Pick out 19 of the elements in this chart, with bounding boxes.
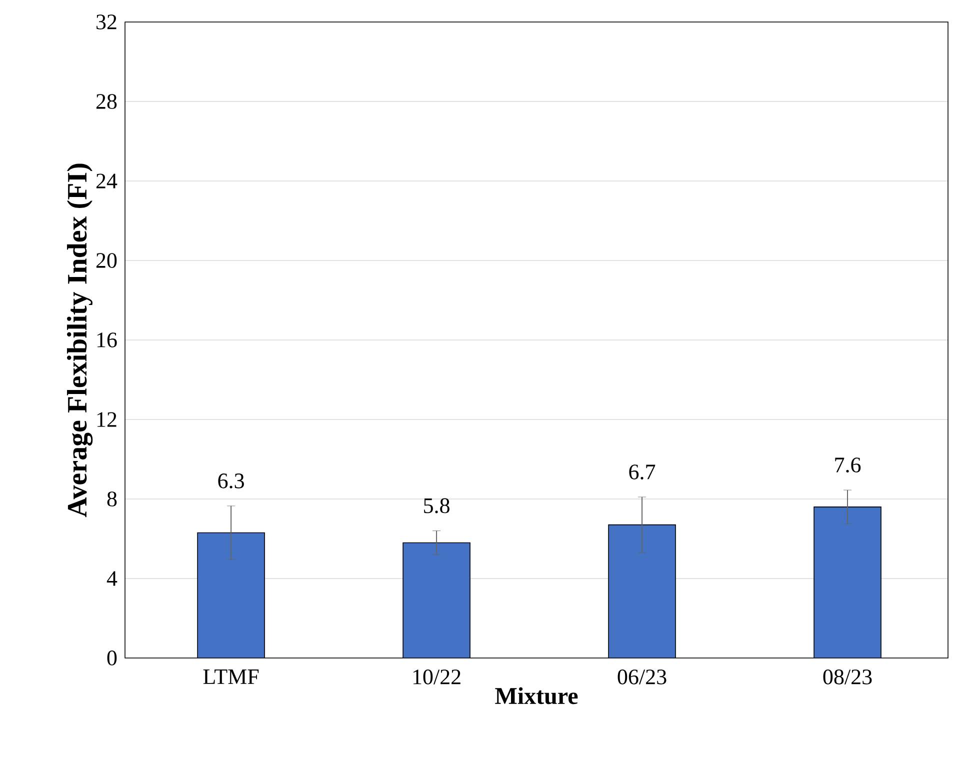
y-tick-label: 12 <box>97 412 116 427</box>
y-tick-label: 8 <box>107 492 117 506</box>
y-axis-title: Average Flexibility Index (FI) <box>66 164 93 518</box>
x-tick-label: 10/22 <box>413 670 460 684</box>
data-label: 6.7 <box>629 464 656 480</box>
data-label: 7.6 <box>835 458 861 473</box>
data-label: 6.3 <box>218 474 244 488</box>
y-tick-label: 4 <box>106 571 118 586</box>
y-tick-label: 0 <box>107 650 117 666</box>
data-label: 5.8 <box>424 498 450 514</box>
y-tick-label: 28 <box>96 94 117 109</box>
y-tick-label: 16 <box>97 332 117 348</box>
x-axis-title: Mixture <box>495 687 578 704</box>
x-tick-label: 08/23 <box>823 670 872 684</box>
y-tick-label: 32 <box>96 14 116 30</box>
y-tick-label: 24 <box>96 174 118 188</box>
y-tick-label: 20 <box>96 253 117 268</box>
x-tick-label: 06/23 <box>618 670 666 684</box>
x-tick-label: LTMF <box>203 670 259 684</box>
